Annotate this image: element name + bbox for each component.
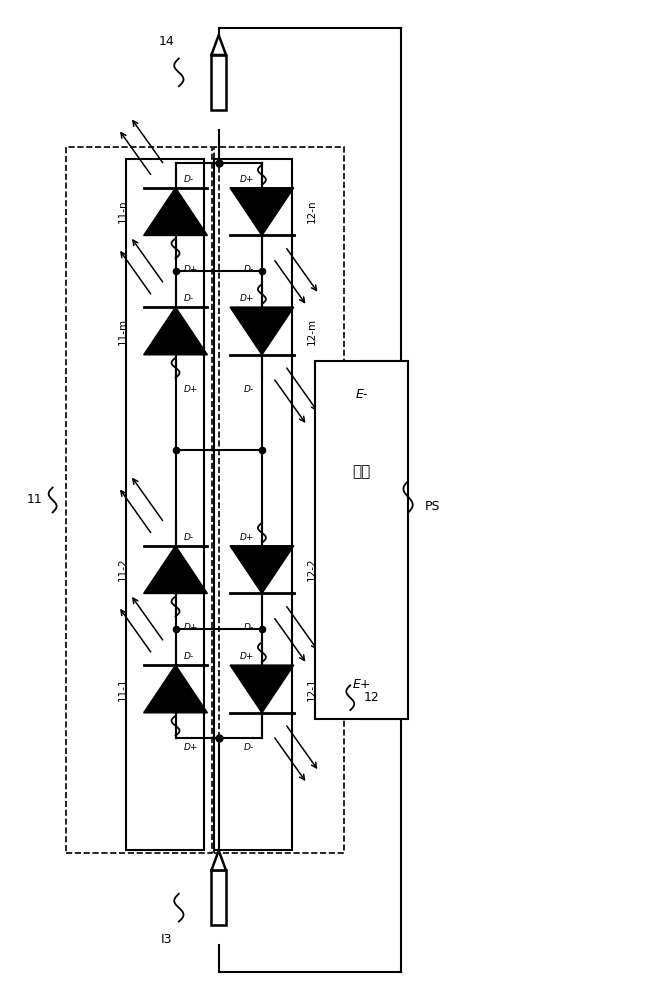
Polygon shape — [230, 188, 294, 235]
Bar — [66, 147, 212, 853]
Text: 12-1: 12-1 — [307, 677, 317, 701]
Text: D-: D- — [244, 743, 254, 752]
Text: D+: D+ — [184, 385, 198, 394]
Text: 11-n: 11-n — [117, 200, 127, 223]
Text: D+: D+ — [240, 175, 254, 184]
Text: D-: D- — [244, 265, 254, 274]
Text: E+: E+ — [352, 678, 371, 691]
Text: E-: E- — [355, 388, 368, 401]
Text: 11-2: 11-2 — [117, 558, 127, 581]
Text: D+: D+ — [184, 265, 198, 274]
Text: D+: D+ — [184, 743, 198, 752]
Bar — [315, 361, 408, 719]
Polygon shape — [230, 665, 294, 713]
Text: PS: PS — [425, 500, 440, 513]
Bar — [212, 55, 226, 110]
Text: D+: D+ — [240, 294, 254, 303]
Text: I3: I3 — [161, 933, 173, 946]
Text: 12-m: 12-m — [307, 317, 317, 345]
Polygon shape — [212, 851, 226, 870]
Polygon shape — [143, 307, 208, 355]
Text: D+: D+ — [240, 533, 254, 542]
Text: 12-n: 12-n — [307, 200, 317, 223]
Polygon shape — [143, 665, 208, 713]
Bar — [212, 870, 226, 925]
Text: 11: 11 — [27, 493, 43, 506]
Text: D-: D- — [244, 385, 254, 394]
Polygon shape — [230, 546, 294, 593]
Text: 14: 14 — [159, 35, 175, 48]
Polygon shape — [212, 35, 226, 55]
Text: D-: D- — [184, 294, 194, 303]
Bar — [126, 159, 204, 850]
Text: 12-2: 12-2 — [307, 558, 317, 581]
Polygon shape — [143, 546, 208, 593]
Bar — [214, 159, 293, 850]
Text: D+: D+ — [240, 652, 254, 661]
Text: 12: 12 — [364, 691, 379, 704]
Text: 电源: 电源 — [352, 464, 371, 479]
Polygon shape — [143, 188, 208, 235]
Polygon shape — [230, 307, 294, 355]
Text: 11-m: 11-m — [117, 317, 127, 345]
Text: D-: D- — [244, 623, 254, 632]
Bar — [214, 147, 344, 853]
Text: D-: D- — [184, 175, 194, 184]
Text: D+: D+ — [184, 623, 198, 632]
Text: 11-1: 11-1 — [117, 677, 127, 701]
Text: D-: D- — [184, 652, 194, 661]
Text: D-: D- — [184, 533, 194, 542]
